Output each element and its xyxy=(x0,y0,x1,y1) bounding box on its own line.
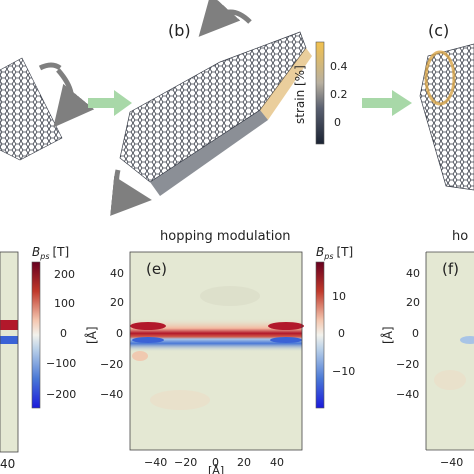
panel-f-title: ho xyxy=(452,229,468,244)
svg-text:−40: −40 xyxy=(144,456,167,469)
svg-text:−40: −40 xyxy=(100,388,123,401)
panel-f-heatmap xyxy=(425,251,474,451)
svg-text:40: 40 xyxy=(110,267,124,280)
svg-text:100: 100 xyxy=(54,297,75,310)
svg-text:0: 0 xyxy=(338,327,345,340)
svg-text:−100: −100 xyxy=(46,357,76,370)
rotate-arrow-icon xyxy=(53,68,95,128)
panel-f-label: (f) xyxy=(442,260,459,278)
rotate-arrow-icon xyxy=(38,62,62,71)
panel-e-heatmap xyxy=(129,251,304,451)
panel-c-label: (c) xyxy=(428,21,449,40)
strain-colorbar-label: strain [%] xyxy=(293,65,307,124)
panel-f-ylabel: [Å] xyxy=(380,326,395,344)
twisted-graphene-sheet xyxy=(119,31,312,196)
svg-text:0.2: 0.2 xyxy=(330,88,348,101)
svg-text:40: 40 xyxy=(270,456,284,469)
panel-e-colorbar xyxy=(315,261,325,409)
svg-text:0: 0 xyxy=(212,456,219,469)
left-colorbar-label: Bps [T] xyxy=(32,245,69,261)
rotate-arrow-icon xyxy=(198,0,252,37)
panel-f-y-ticks: 40 20 0 −20 −40 xyxy=(396,267,420,401)
svg-text:−200: −200 xyxy=(46,388,76,401)
left-colorbar-ticks: 200 100 0 −100 −200 xyxy=(46,268,76,401)
left-bps-colorbar xyxy=(31,261,41,409)
svg-text:200: 200 xyxy=(54,268,75,281)
panel-e-colorbar-ticks: 10 0 −10 xyxy=(332,290,355,378)
svg-text:20: 20 xyxy=(237,456,251,469)
panel-e-ylabel: [Å] xyxy=(84,326,99,344)
svg-text:20: 20 xyxy=(406,296,420,309)
left-heatmap-panel xyxy=(0,251,19,453)
strain-colorbar xyxy=(315,41,325,145)
svg-text:0: 0 xyxy=(116,327,123,340)
svg-text:40: 40 xyxy=(406,267,420,280)
panel-e-colorbar-label: Bps [T] xyxy=(316,245,353,261)
left-panel-x-tick: 40 xyxy=(0,457,15,471)
svg-text:−20: −20 xyxy=(174,456,197,469)
svg-text:−20: −20 xyxy=(100,358,123,371)
svg-text:10: 10 xyxy=(332,290,346,303)
rotate-arrow-icon xyxy=(110,169,152,216)
rolled-graphene-tube xyxy=(419,43,474,191)
svg-text:−40: −40 xyxy=(396,388,419,401)
svg-text:−10: −10 xyxy=(332,365,355,378)
panel-e-xlabel: [Å] xyxy=(208,464,224,474)
svg-text:0: 0 xyxy=(334,116,341,129)
svg-text:0: 0 xyxy=(412,327,419,340)
svg-text:0: 0 xyxy=(60,327,67,340)
flat-graphene-sheet xyxy=(0,57,63,161)
strain-colorbar-ticks: 0.4 0.2 0 xyxy=(330,60,348,129)
svg-text:20: 20 xyxy=(110,296,124,309)
panel-e-y-ticks: 40 20 0 −20 −40 xyxy=(100,267,124,401)
panel-b-label: (b) xyxy=(168,21,191,40)
green-arrow-icon xyxy=(362,90,412,116)
panel-f-x-tick: −40 xyxy=(440,456,463,469)
svg-text:−20: −20 xyxy=(396,358,419,371)
panel-e-label: (e) xyxy=(146,260,167,278)
svg-text:0.4: 0.4 xyxy=(330,60,348,73)
panel-e-x-ticks: −40 −20 0 20 40 xyxy=(144,456,284,469)
panel-e-title: hopping modulation xyxy=(160,229,291,244)
green-arrow-icon xyxy=(88,90,132,116)
